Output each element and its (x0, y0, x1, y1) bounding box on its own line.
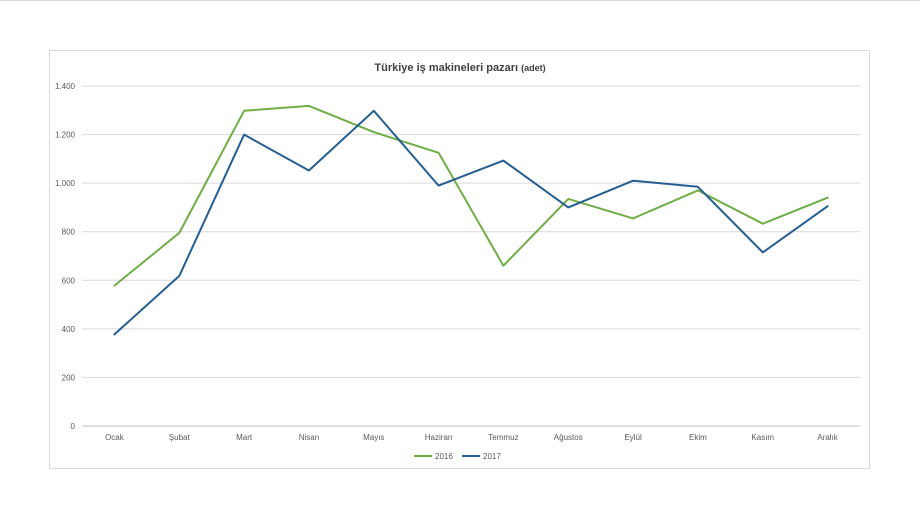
x-tick-label: Şubat (169, 433, 191, 442)
chart-title-unit: (adet) (521, 63, 546, 73)
series-line-2016 (113, 104, 829, 287)
series-line-2017 (113, 109, 829, 336)
gridlines (82, 85, 860, 427)
x-tick-label: Mart (236, 433, 253, 442)
axes: 0 200 400 600 800 1.000 1.200 1.400 Ocak Şubat Mar… (55, 82, 839, 442)
legend-label-2016: 2016 (435, 452, 453, 461)
x-tick-label: Temmuz (488, 433, 518, 442)
y-tick-label: 1.000 (55, 179, 76, 188)
x-tick-label: Ağustos (554, 433, 583, 442)
x-tick-label: Eylül (624, 433, 642, 442)
y-tick-label: 1.200 (55, 131, 76, 140)
legend: 2016 2017 (414, 452, 501, 461)
x-tick-label: Ekim (689, 433, 707, 442)
line-chart: Türkiye iş makineleri pazarı (adet) 0 200 4… (55, 62, 860, 461)
x-tick-label: Mayıs (363, 433, 384, 442)
chart-frame: Türkiye iş makineleri pazarı (adet) 0 200 4… (49, 50, 870, 469)
x-tick-label: Nisan (299, 433, 319, 442)
legend-label-2017: 2017 (483, 452, 501, 461)
x-tick-label: Haziran (425, 433, 453, 442)
y-tick-label: 1.400 (55, 82, 76, 91)
chart-title-text: Türkiye iş makineleri pazarı (374, 62, 518, 74)
y-tick-label: 400 (62, 325, 76, 334)
y-tick-label: 600 (62, 276, 76, 285)
chart-title: Türkiye iş makineleri pazarı (adet) (374, 62, 545, 74)
series-lines (113, 104, 829, 336)
y-tick-label: 200 (62, 373, 76, 382)
x-tick-label: Ocak (105, 433, 125, 442)
x-tick-label: Kasım (751, 433, 774, 442)
top-divider (0, 0, 920, 1)
y-tick-label: 0 (71, 422, 76, 431)
x-tick-label: Aralık (817, 433, 838, 442)
y-tick-label: 800 (62, 228, 76, 237)
